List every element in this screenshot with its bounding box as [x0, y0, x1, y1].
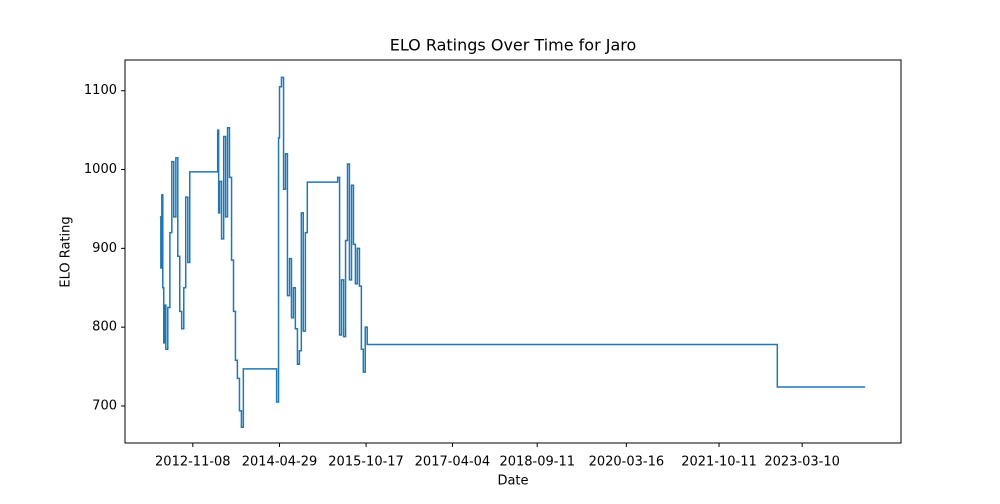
- x-tick-label: 2017-04-04: [415, 455, 491, 470]
- x-tick-label: 2018-09-11: [499, 455, 575, 470]
- x-axis-label: Date: [497, 474, 528, 489]
- axes-frame: [124, 59, 902, 444]
- line: [159, 76, 866, 428]
- x-tick-label: 2020-03-16: [589, 455, 665, 470]
- y-tick-label: 800: [92, 320, 117, 335]
- chart-title: ELO Ratings Over Time for Jaro: [390, 36, 637, 55]
- y-axis-label: ELO Rating: [59, 216, 74, 287]
- x-tick-label: 2014-04-29: [242, 455, 318, 470]
- y-tick-label: 1000: [84, 162, 117, 177]
- x-tick-label: 2015-10-17: [328, 455, 404, 470]
- y-tick-label: 900: [92, 241, 117, 256]
- y-tick-label: 700: [92, 398, 117, 413]
- x-tick-label: 2023-03-10: [764, 455, 840, 470]
- x-tick-label: 2012-11-08: [155, 455, 231, 470]
- x-tick-label: 2021-10-11: [681, 455, 757, 470]
- y-tick-label: 1100: [84, 83, 117, 98]
